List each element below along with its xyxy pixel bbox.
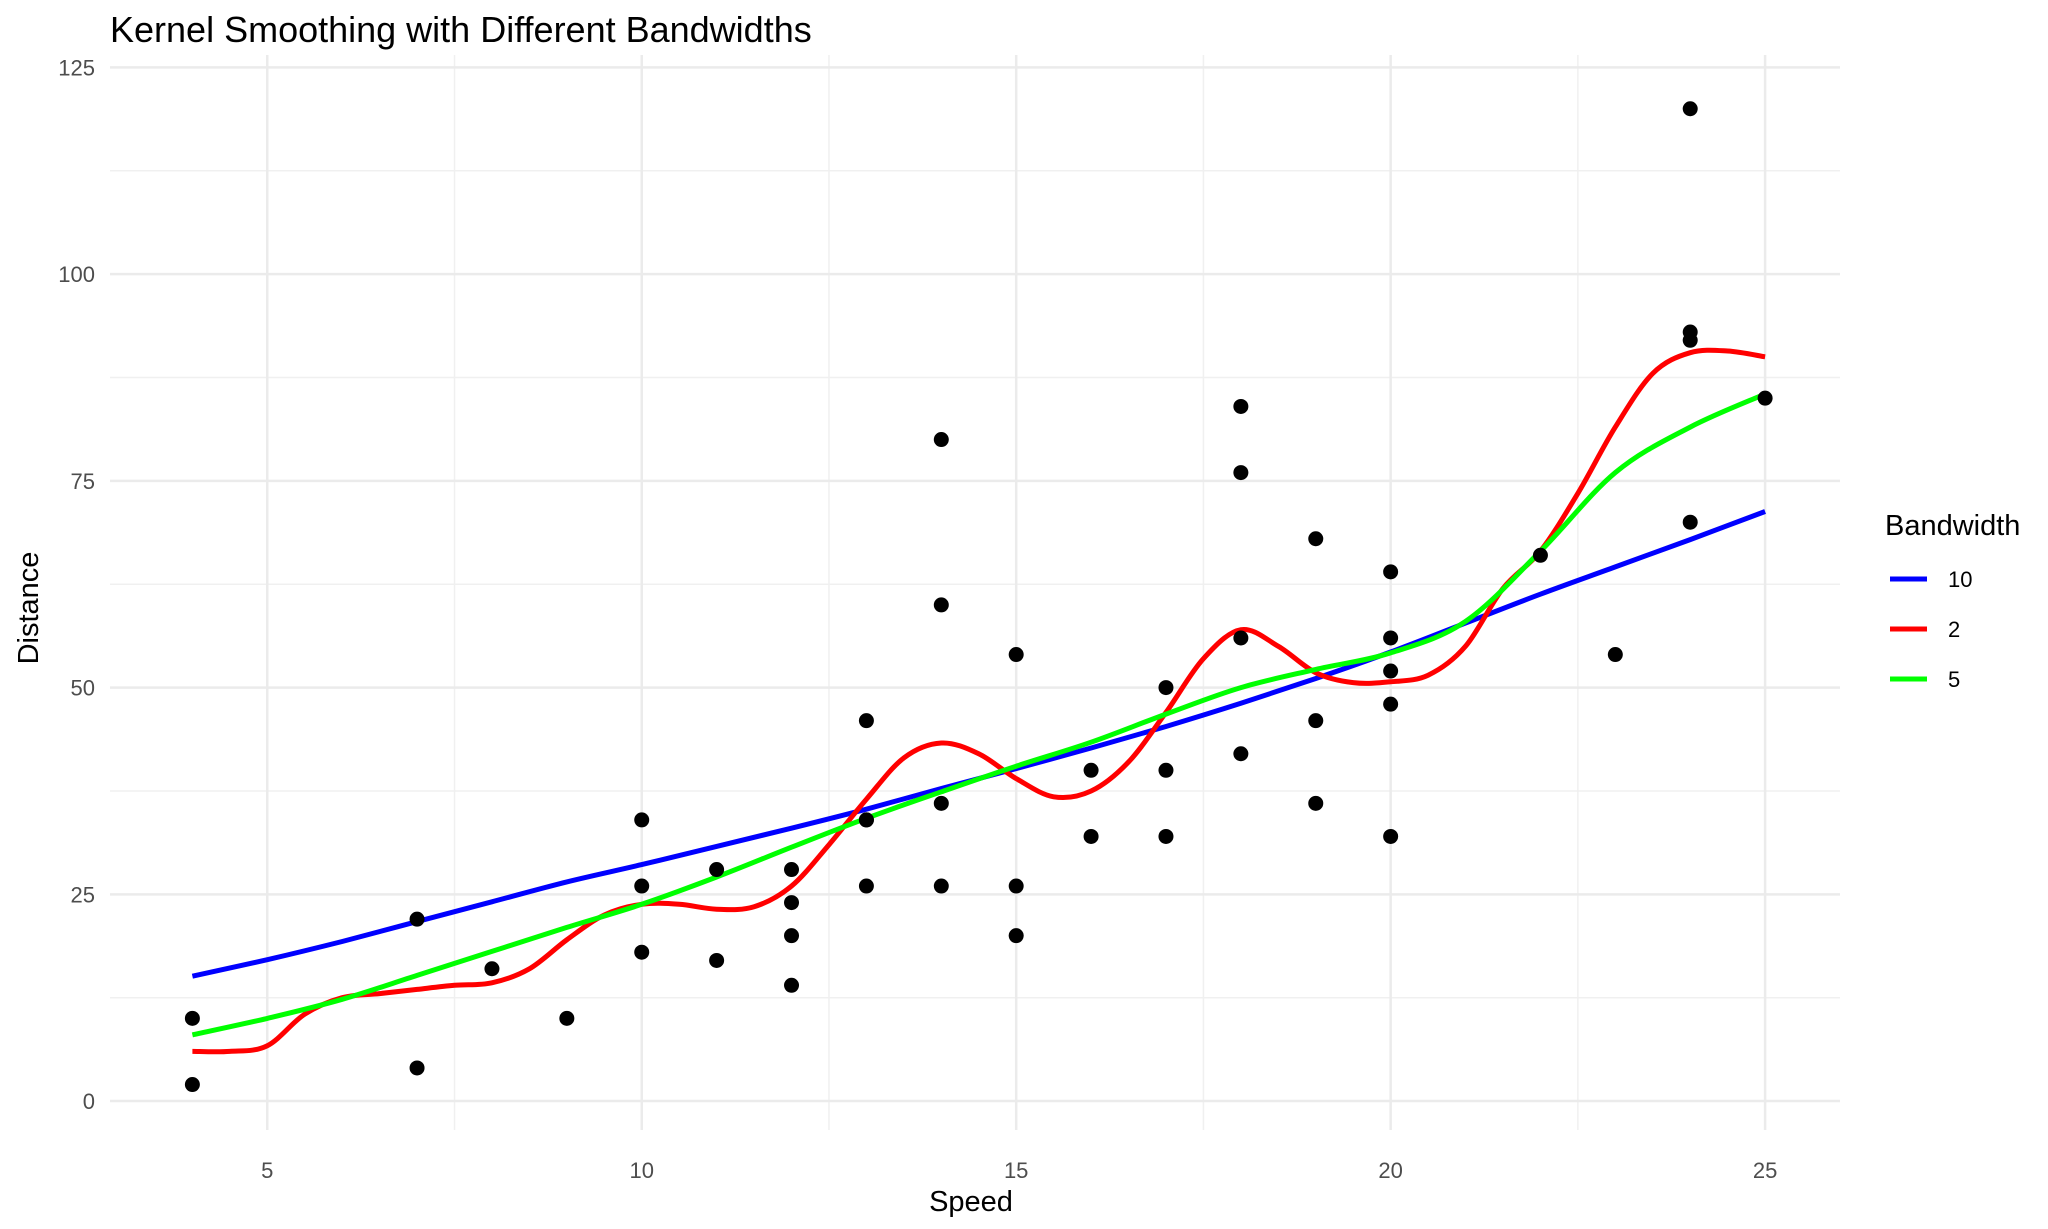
y-tick-label: 0 — [83, 1089, 95, 1114]
data-point — [784, 928, 800, 944]
series-lines — [191, 347, 1767, 1055]
data-point — [1008, 928, 1024, 944]
data-point — [1607, 647, 1623, 663]
data-point — [709, 862, 725, 878]
grid-major — [110, 55, 1840, 1130]
legend-label-5: 5 — [1948, 667, 1960, 692]
data-point — [559, 1010, 575, 1026]
data-point — [409, 1060, 425, 1076]
y-tick-label: 50 — [71, 676, 95, 701]
data-point — [858, 812, 874, 828]
data-point — [634, 944, 650, 960]
data-point — [1233, 630, 1249, 646]
data-point — [1158, 680, 1174, 696]
data-point — [1008, 878, 1024, 894]
x-tick-label: 25 — [1753, 1158, 1777, 1183]
data-point — [484, 961, 500, 977]
x-tick-labels: 5 10 15 20 25 — [261, 1158, 1777, 1183]
data-point — [184, 1010, 200, 1026]
data-point — [1682, 101, 1698, 117]
data-point — [933, 432, 949, 448]
data-point — [1532, 547, 1548, 563]
data-point — [709, 952, 725, 968]
series-line-2 — [192, 347, 1766, 1055]
data-point — [1308, 795, 1324, 811]
data-point — [184, 1077, 200, 1093]
y-tick-label: 100 — [58, 262, 95, 287]
x-axis-title: Speed — [929, 1186, 1013, 1218]
data-point — [858, 713, 874, 729]
scatter-points — [184, 101, 1773, 1093]
data-point — [1083, 828, 1099, 844]
data-point — [933, 795, 949, 811]
data-point — [1233, 746, 1249, 762]
data-point — [1008, 647, 1024, 663]
y-tick-labels: 0 25 50 75 100 125 — [58, 55, 95, 1114]
data-point — [1682, 324, 1698, 340]
y-tick-label: 25 — [71, 882, 95, 907]
data-point — [1158, 762, 1174, 778]
y-axis-title: Distance — [13, 552, 45, 665]
data-point — [784, 977, 800, 993]
data-point — [1308, 531, 1324, 547]
data-point — [1308, 713, 1324, 729]
data-point — [1383, 663, 1399, 679]
series-line-10 — [191, 509, 1766, 979]
legend-label-2: 2 — [1948, 617, 1960, 642]
data-point — [1383, 564, 1399, 580]
x-tick-label: 5 — [261, 1158, 273, 1183]
data-point — [858, 878, 874, 894]
data-point — [933, 878, 949, 894]
data-point — [634, 878, 650, 894]
data-point — [1383, 828, 1399, 844]
data-point — [409, 911, 425, 927]
y-tick-label: 75 — [71, 469, 95, 494]
x-tick-label: 15 — [1004, 1158, 1028, 1183]
data-point — [1682, 514, 1698, 530]
data-point — [933, 597, 949, 613]
x-tick-label: 20 — [1378, 1158, 1402, 1183]
y-tick-label: 125 — [58, 55, 95, 80]
data-point — [1383, 696, 1399, 712]
data-point — [1233, 398, 1249, 414]
data-point — [1158, 828, 1174, 844]
data-point — [1083, 762, 1099, 778]
legend-label-10: 10 — [1948, 567, 1972, 592]
data-point — [1233, 465, 1249, 481]
data-point — [784, 862, 800, 878]
data-point — [1757, 390, 1773, 406]
data-point — [784, 895, 800, 911]
chart-title: Kernel Smoothing with Different Bandwidt… — [110, 9, 812, 50]
grid-minor — [110, 55, 1840, 1130]
data-point — [1383, 630, 1399, 646]
series-line-5 — [191, 391, 1767, 1038]
legend: Bandwidth 10 2 5 — [1885, 510, 2020, 692]
x-tick-label: 10 — [629, 1158, 653, 1183]
legend-title: Bandwidth — [1885, 510, 2020, 542]
data-point — [634, 812, 650, 828]
